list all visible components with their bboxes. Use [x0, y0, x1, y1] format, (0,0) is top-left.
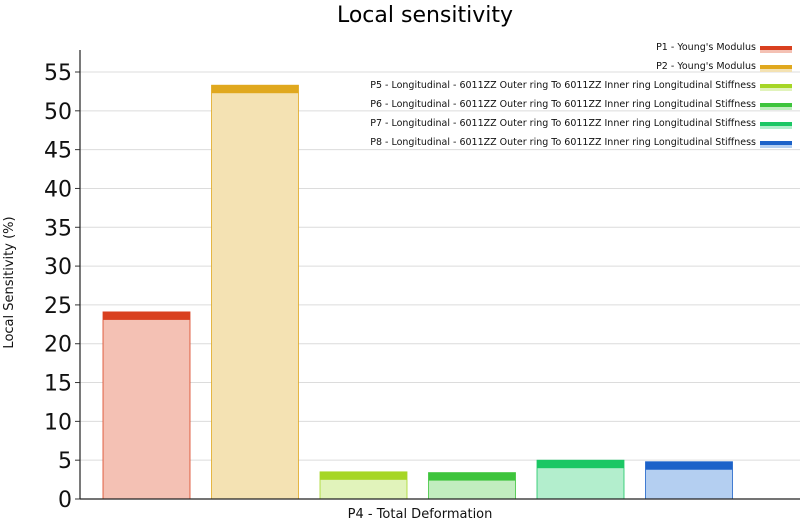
- legend-swatch-fill: [760, 50, 792, 53]
- bar-cap: [320, 471, 407, 480]
- y-tick-label: 15: [44, 372, 72, 397]
- bar: [211, 84, 299, 500]
- y-tick-label: 50: [44, 100, 72, 125]
- axes: [79, 50, 800, 500]
- y-ticks: 0 5 10 15 20 25 30 35 40 45 50 55: [44, 61, 80, 513]
- legend-label: P6 - Longitudinal - 6011ZZ Outer ring To…: [370, 99, 756, 110]
- y-tick-label: 30: [44, 255, 72, 280]
- y-tick-label: 40: [44, 177, 72, 202]
- bar-cap: [537, 460, 624, 469]
- legend-swatch: [760, 122, 792, 126]
- legend-label: P1 - Young's Modulus: [656, 42, 756, 53]
- y-tick-label: 45: [44, 139, 72, 164]
- legend-swatch-fill: [760, 107, 792, 110]
- legend: P1 - Young's Modulus P2 - Young's Modulus…: [370, 42, 792, 148]
- legend-label: P5 - Longitudinal - 6011ZZ Outer ring To…: [370, 80, 756, 91]
- x-axis-label: P4 - Total Deformation: [348, 507, 493, 521]
- y-tick-label: 25: [44, 294, 72, 319]
- y-tick-label: 20: [44, 333, 72, 358]
- bar-cap: [428, 472, 516, 481]
- legend-label: P8 - Longitudinal - 6011ZZ Outer ring To…: [370, 137, 756, 148]
- legend-swatch: [760, 84, 792, 88]
- legend-label: P2 - Young's Modulus: [656, 61, 756, 72]
- bars: [102, 84, 733, 500]
- chart-title: Local sensitivity: [337, 3, 513, 28]
- legend-swatch-fill: [760, 88, 792, 91]
- bar-cap: [645, 461, 733, 470]
- legend-swatch: [760, 65, 792, 69]
- y-tick-label: 10: [44, 410, 72, 435]
- bar-cap: [103, 311, 190, 320]
- grid: [80, 71, 800, 461]
- legend-swatch: [760, 46, 792, 50]
- legend-swatch-fill: [760, 126, 792, 129]
- legend-label: P7 - Longitudinal - 6011ZZ Outer ring To…: [370, 118, 756, 129]
- legend-swatch: [760, 141, 792, 145]
- legend-swatch-fill: [760, 145, 792, 148]
- bar: [102, 311, 191, 500]
- legend-swatch-fill: [760, 69, 792, 72]
- y-tick-label: 55: [44, 61, 72, 86]
- y-tick-label: 5: [58, 449, 72, 474]
- legend-swatch: [760, 103, 792, 107]
- bar-cap: [211, 85, 299, 94]
- y-tick-label: 35: [44, 216, 72, 241]
- y-tick-label: 0: [58, 488, 72, 513]
- y-axis-label: Local Sensitivity (%): [2, 216, 17, 348]
